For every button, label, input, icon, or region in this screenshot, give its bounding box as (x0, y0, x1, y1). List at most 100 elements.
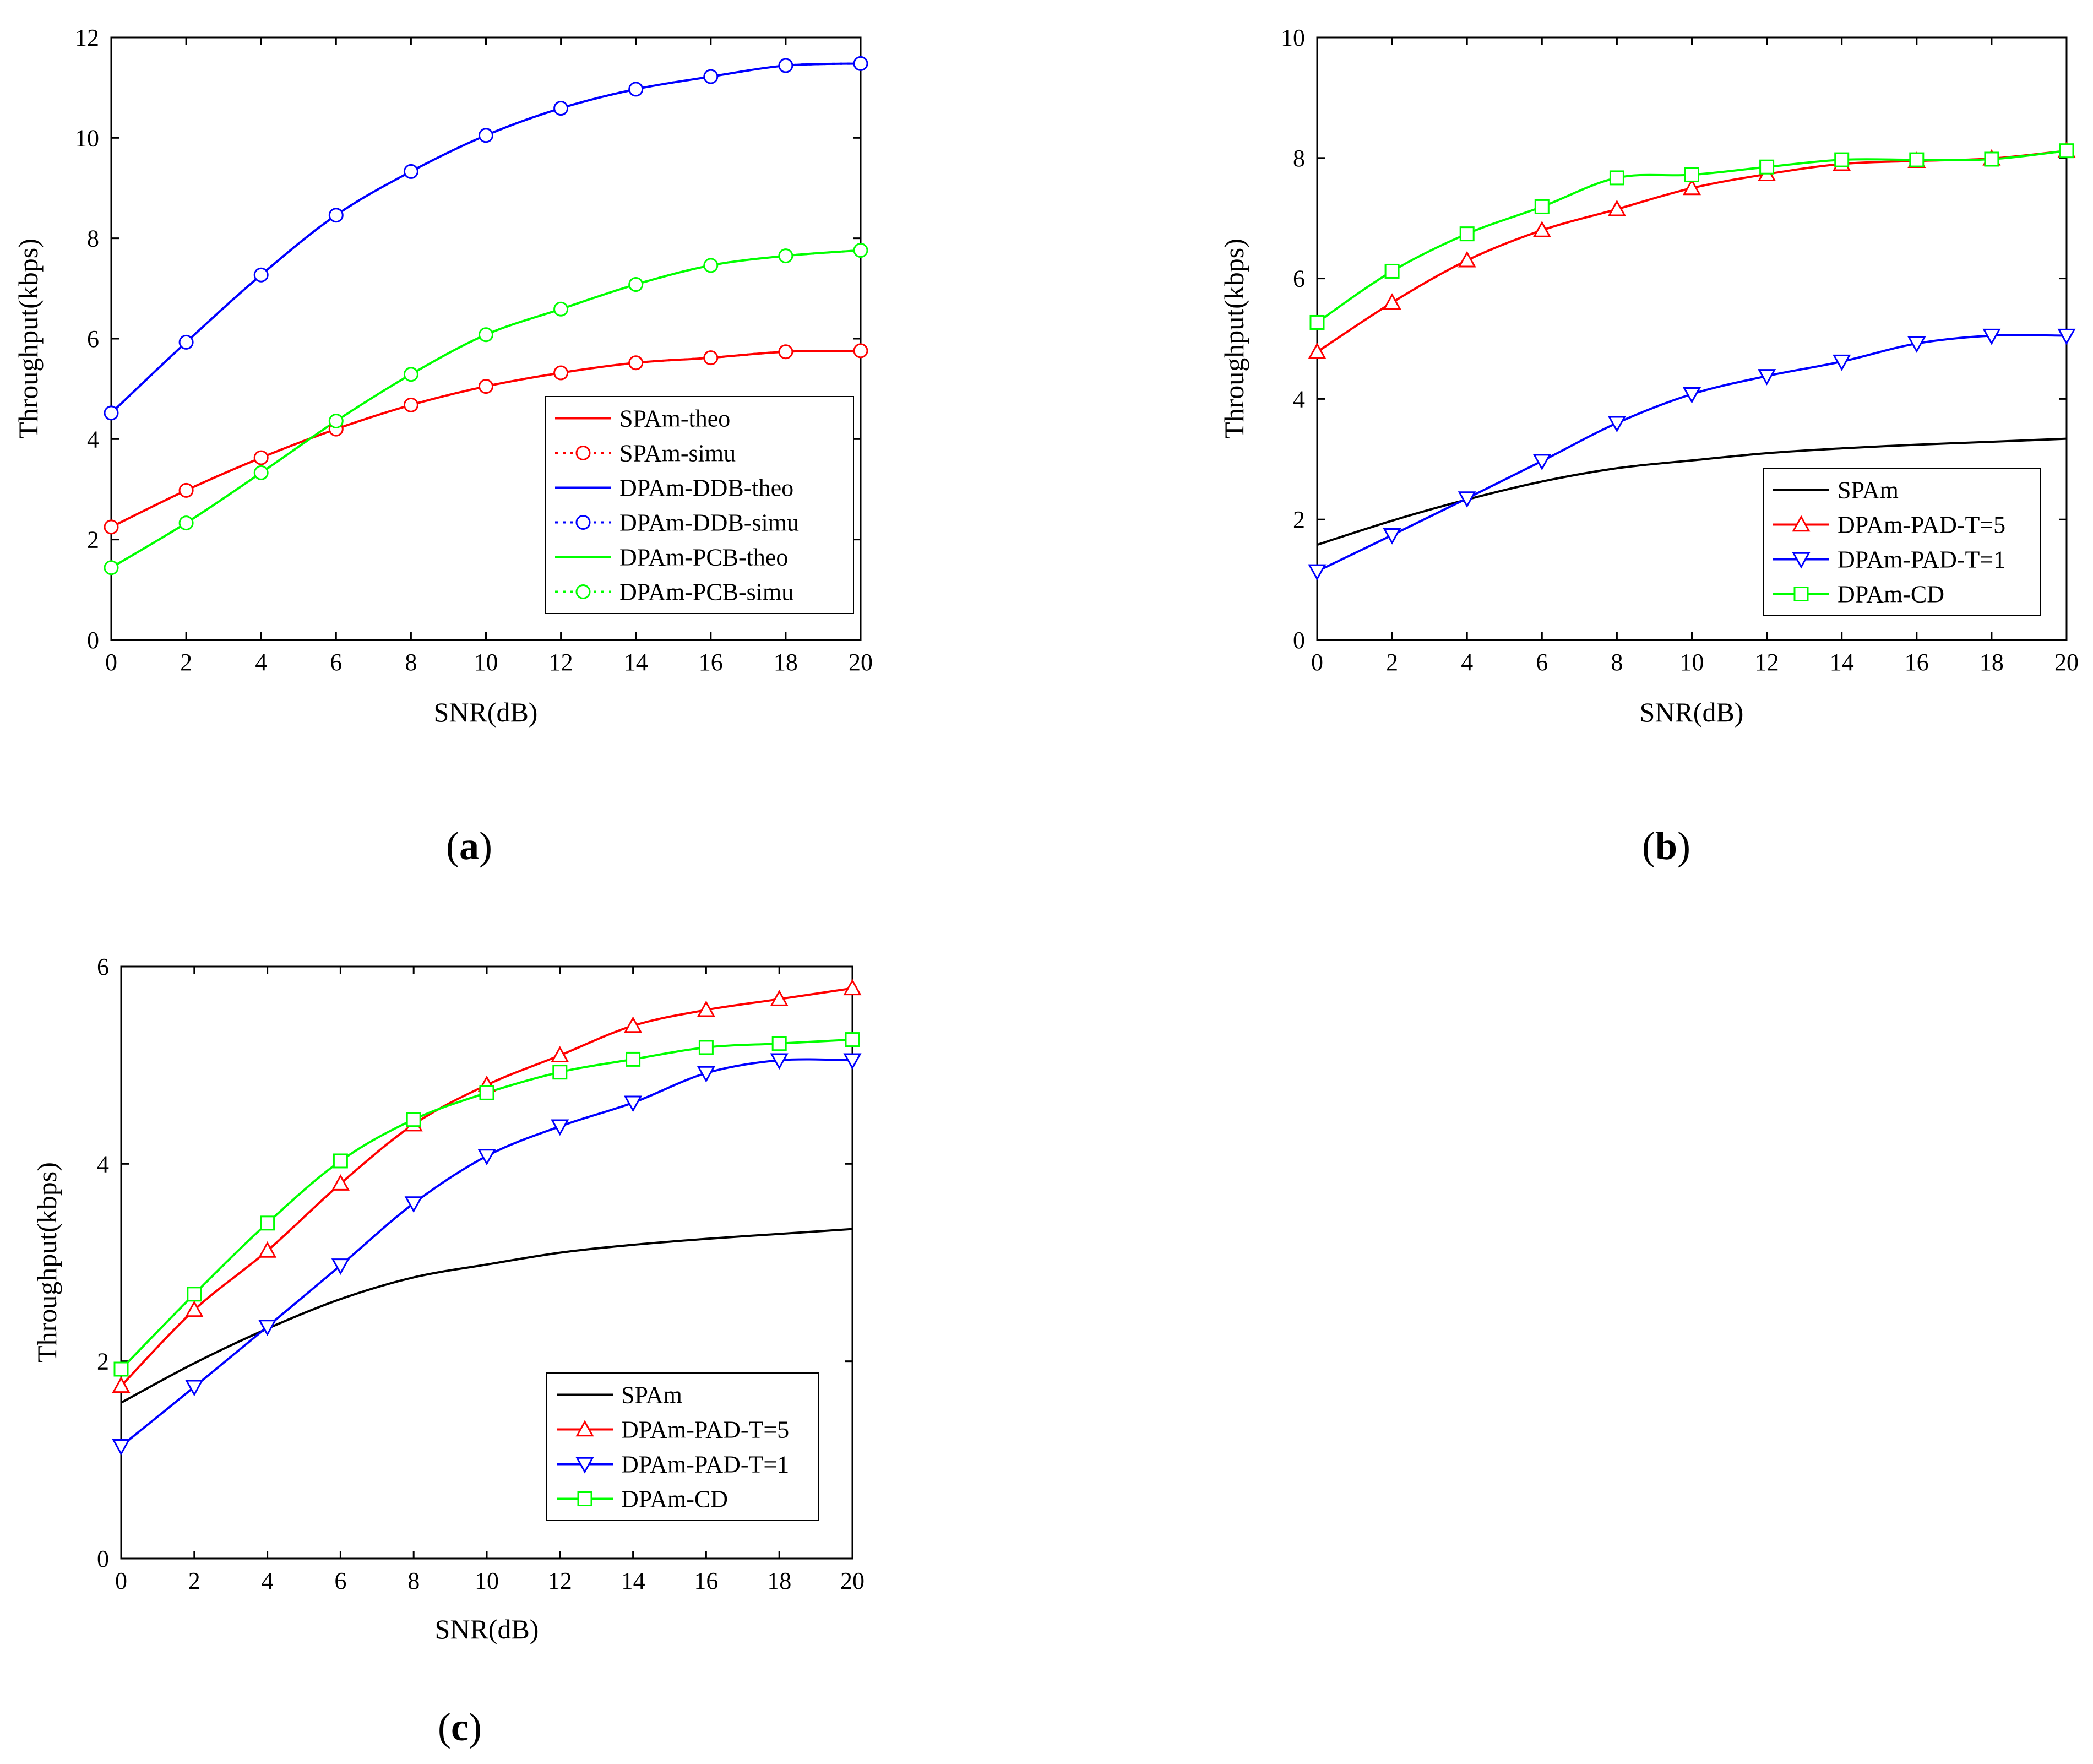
x-tick-label: 6 (330, 649, 342, 676)
y-tick-label: 4 (97, 1150, 109, 1177)
data-point-DPAm-PCB-simu (253, 465, 269, 480)
data-point-DPAm-PAD-T=1 (477, 1149, 496, 1166)
data-point-DPAm-PCB-simu (479, 327, 493, 343)
data-point-DPAm-PAD-T=1 (112, 1439, 131, 1456)
data-point-DPAm-PAD-T=1 (404, 1196, 423, 1213)
legend-label: DPAm-PAD-T=5 (621, 1416, 789, 1443)
y-tick-label: 8 (87, 225, 99, 252)
data-point-DPAm-PCB-simu (553, 301, 569, 317)
x-tick-label: 4 (1461, 649, 1473, 676)
x-tick-label: 2 (180, 649, 192, 676)
data-point-DPAm-PAD-T=1 (1383, 528, 1401, 545)
data-point-SPAm-simu (778, 344, 793, 360)
x-tick-label: 0 (105, 649, 117, 676)
data-point-DPAm-PAD-T=1 (1758, 369, 1776, 386)
x-tick-label: 4 (262, 1567, 274, 1594)
y-tick-label: 8 (1293, 145, 1305, 172)
data-point-DPAm-CD (1834, 152, 1850, 167)
data-point-SPAm-simu (403, 397, 418, 412)
data-point-DPAm-PAD-T=1 (1682, 387, 1701, 404)
y-axis-title: Throughput(kbps) (31, 1162, 62, 1363)
data-point-DPAm-PAD-T=1 (551, 1119, 569, 1136)
y-tick-label: 2 (97, 1348, 109, 1375)
y-tick-label: 2 (87, 527, 99, 553)
x-tick-label: 18 (1980, 649, 2004, 676)
legend-marker (575, 446, 591, 460)
legend-marker (1792, 515, 1811, 532)
data-point-DPAm-PAD-T=1 (1982, 328, 2001, 345)
y-axis-title: Throughput(kbps) (1219, 238, 1249, 439)
x-tick-label: 0 (115, 1567, 127, 1594)
x-tick-label: 18 (767, 1567, 791, 1594)
data-point-DPAm-CD (1534, 199, 1550, 214)
x-tick-label: 10 (475, 1567, 499, 1594)
chart-panel-c: 0 2 4 6 8 10 12 14 16 18 20 0 2 4 6 SNR(dB) Throughput… (31, 953, 865, 1749)
x-tick-label: 6 (1536, 649, 1548, 676)
data-point-DPAm-CD (845, 1032, 860, 1047)
data-point-DPAm-PAD-T=5 (112, 1376, 131, 1393)
y-tick-label: 12 (75, 24, 99, 51)
data-point-DPAm-PCB-simu (403, 367, 418, 382)
data-point-DPAm-PAD-T=5 (697, 1000, 715, 1017)
data-point-DPAm-DDB-simu (479, 128, 493, 143)
data-point-DPAm-DDB-simu (403, 164, 418, 179)
data-point-DPAm-PAD-T=1 (1458, 491, 1476, 508)
data-point-DPAm-DDB-simu (253, 267, 269, 283)
data-point-DPAm-CD (187, 1287, 202, 1302)
data-point-DPAm-CD (406, 1112, 421, 1127)
data-point-SPAm-simu (253, 450, 269, 465)
legend-marker (1792, 552, 1811, 569)
data-point-SPAm-simu (628, 355, 644, 371)
y-tick-label: 10 (75, 124, 99, 151)
data-point-DPAm-PAD-T=5 (185, 1300, 204, 1317)
y-tick-label: 4 (1293, 386, 1305, 412)
data-point-DPAm-CD (1684, 167, 1699, 182)
data-point-DPAm-DDB-simu (104, 405, 119, 421)
legend-label: DPAm-DDB-theo (619, 475, 793, 502)
series-line-DPAm-PAD-T=5 (120, 987, 853, 1387)
data-point-DPAm-CD (1459, 226, 1475, 242)
data-point-DPAm-PAD-T=1 (185, 1380, 204, 1397)
series-line-DPAm-PCB-simu (110, 249, 861, 569)
data-point-DPAm-CD (626, 1051, 641, 1067)
panel-label-b: (b) (1642, 824, 1690, 868)
panel-label-a: (a) (446, 824, 492, 868)
data-point-DPAm-PAD-T=1 (624, 1095, 643, 1112)
x-tick-label: 16 (1905, 649, 1929, 676)
data-point-SPAm-simu (104, 519, 119, 535)
y-tick-label: 10 (1281, 24, 1305, 51)
data-point-DPAm-CD (1309, 314, 1325, 330)
data-point-DPAm-DDB-simu (628, 82, 644, 97)
data-point-DPAm-PAD-T=5 (843, 979, 862, 996)
legend-marker (575, 1457, 594, 1474)
y-axis-title: Throughput(kbps) (13, 238, 44, 439)
data-point-DPAm-PAD-T=1 (1907, 336, 1926, 353)
series-line-DPAm-CD (120, 1038, 853, 1370)
y-tick-label: 6 (87, 325, 99, 352)
x-tick-label: 10 (474, 649, 498, 676)
data-point-DPAm-PAD-T=1 (770, 1053, 789, 1070)
legend-label: DPAm-CD (621, 1486, 728, 1513)
legend: SPAm DPAm-PAD-T=5 DPAm-PAD-T=1 DPAm-CD (546, 1372, 819, 1521)
data-point-DPAm-CD (698, 1040, 714, 1055)
data-point-DPAm-PAD-T=5 (1458, 251, 1476, 268)
data-point-DPAm-PAD-T=5 (1383, 293, 1401, 310)
legend-label: DPAm-PCB-simu (619, 579, 793, 606)
legend-label: DPAm-CD (1838, 581, 1944, 608)
data-point-DPAm-PAD-T=5 (258, 1241, 277, 1258)
legend-label: SPAm (621, 1382, 682, 1409)
x-tick-label: 8 (407, 1567, 420, 1594)
data-point-DPAm-CD (1984, 151, 1999, 167)
x-tick-label: 20 (849, 649, 873, 676)
legend-marker (575, 1420, 594, 1437)
y-tick-label: 0 (87, 627, 99, 654)
legend-label: SPAm-simu (619, 440, 736, 467)
legend: SPAm DPAm-PAD-T=5 DPAm-PAD-T=1 DPAm-CD (1763, 468, 2041, 616)
data-point-SPAm-simu (479, 379, 493, 394)
data-point-DPAm-PAD-T=5 (1682, 178, 1701, 196)
data-point-DPAm-CD (1909, 152, 1925, 167)
data-point-SPAm-simu (553, 365, 569, 381)
data-point-DPAm-CD (260, 1215, 275, 1231)
legend-label: DPAm-PCB-theo (619, 544, 788, 571)
